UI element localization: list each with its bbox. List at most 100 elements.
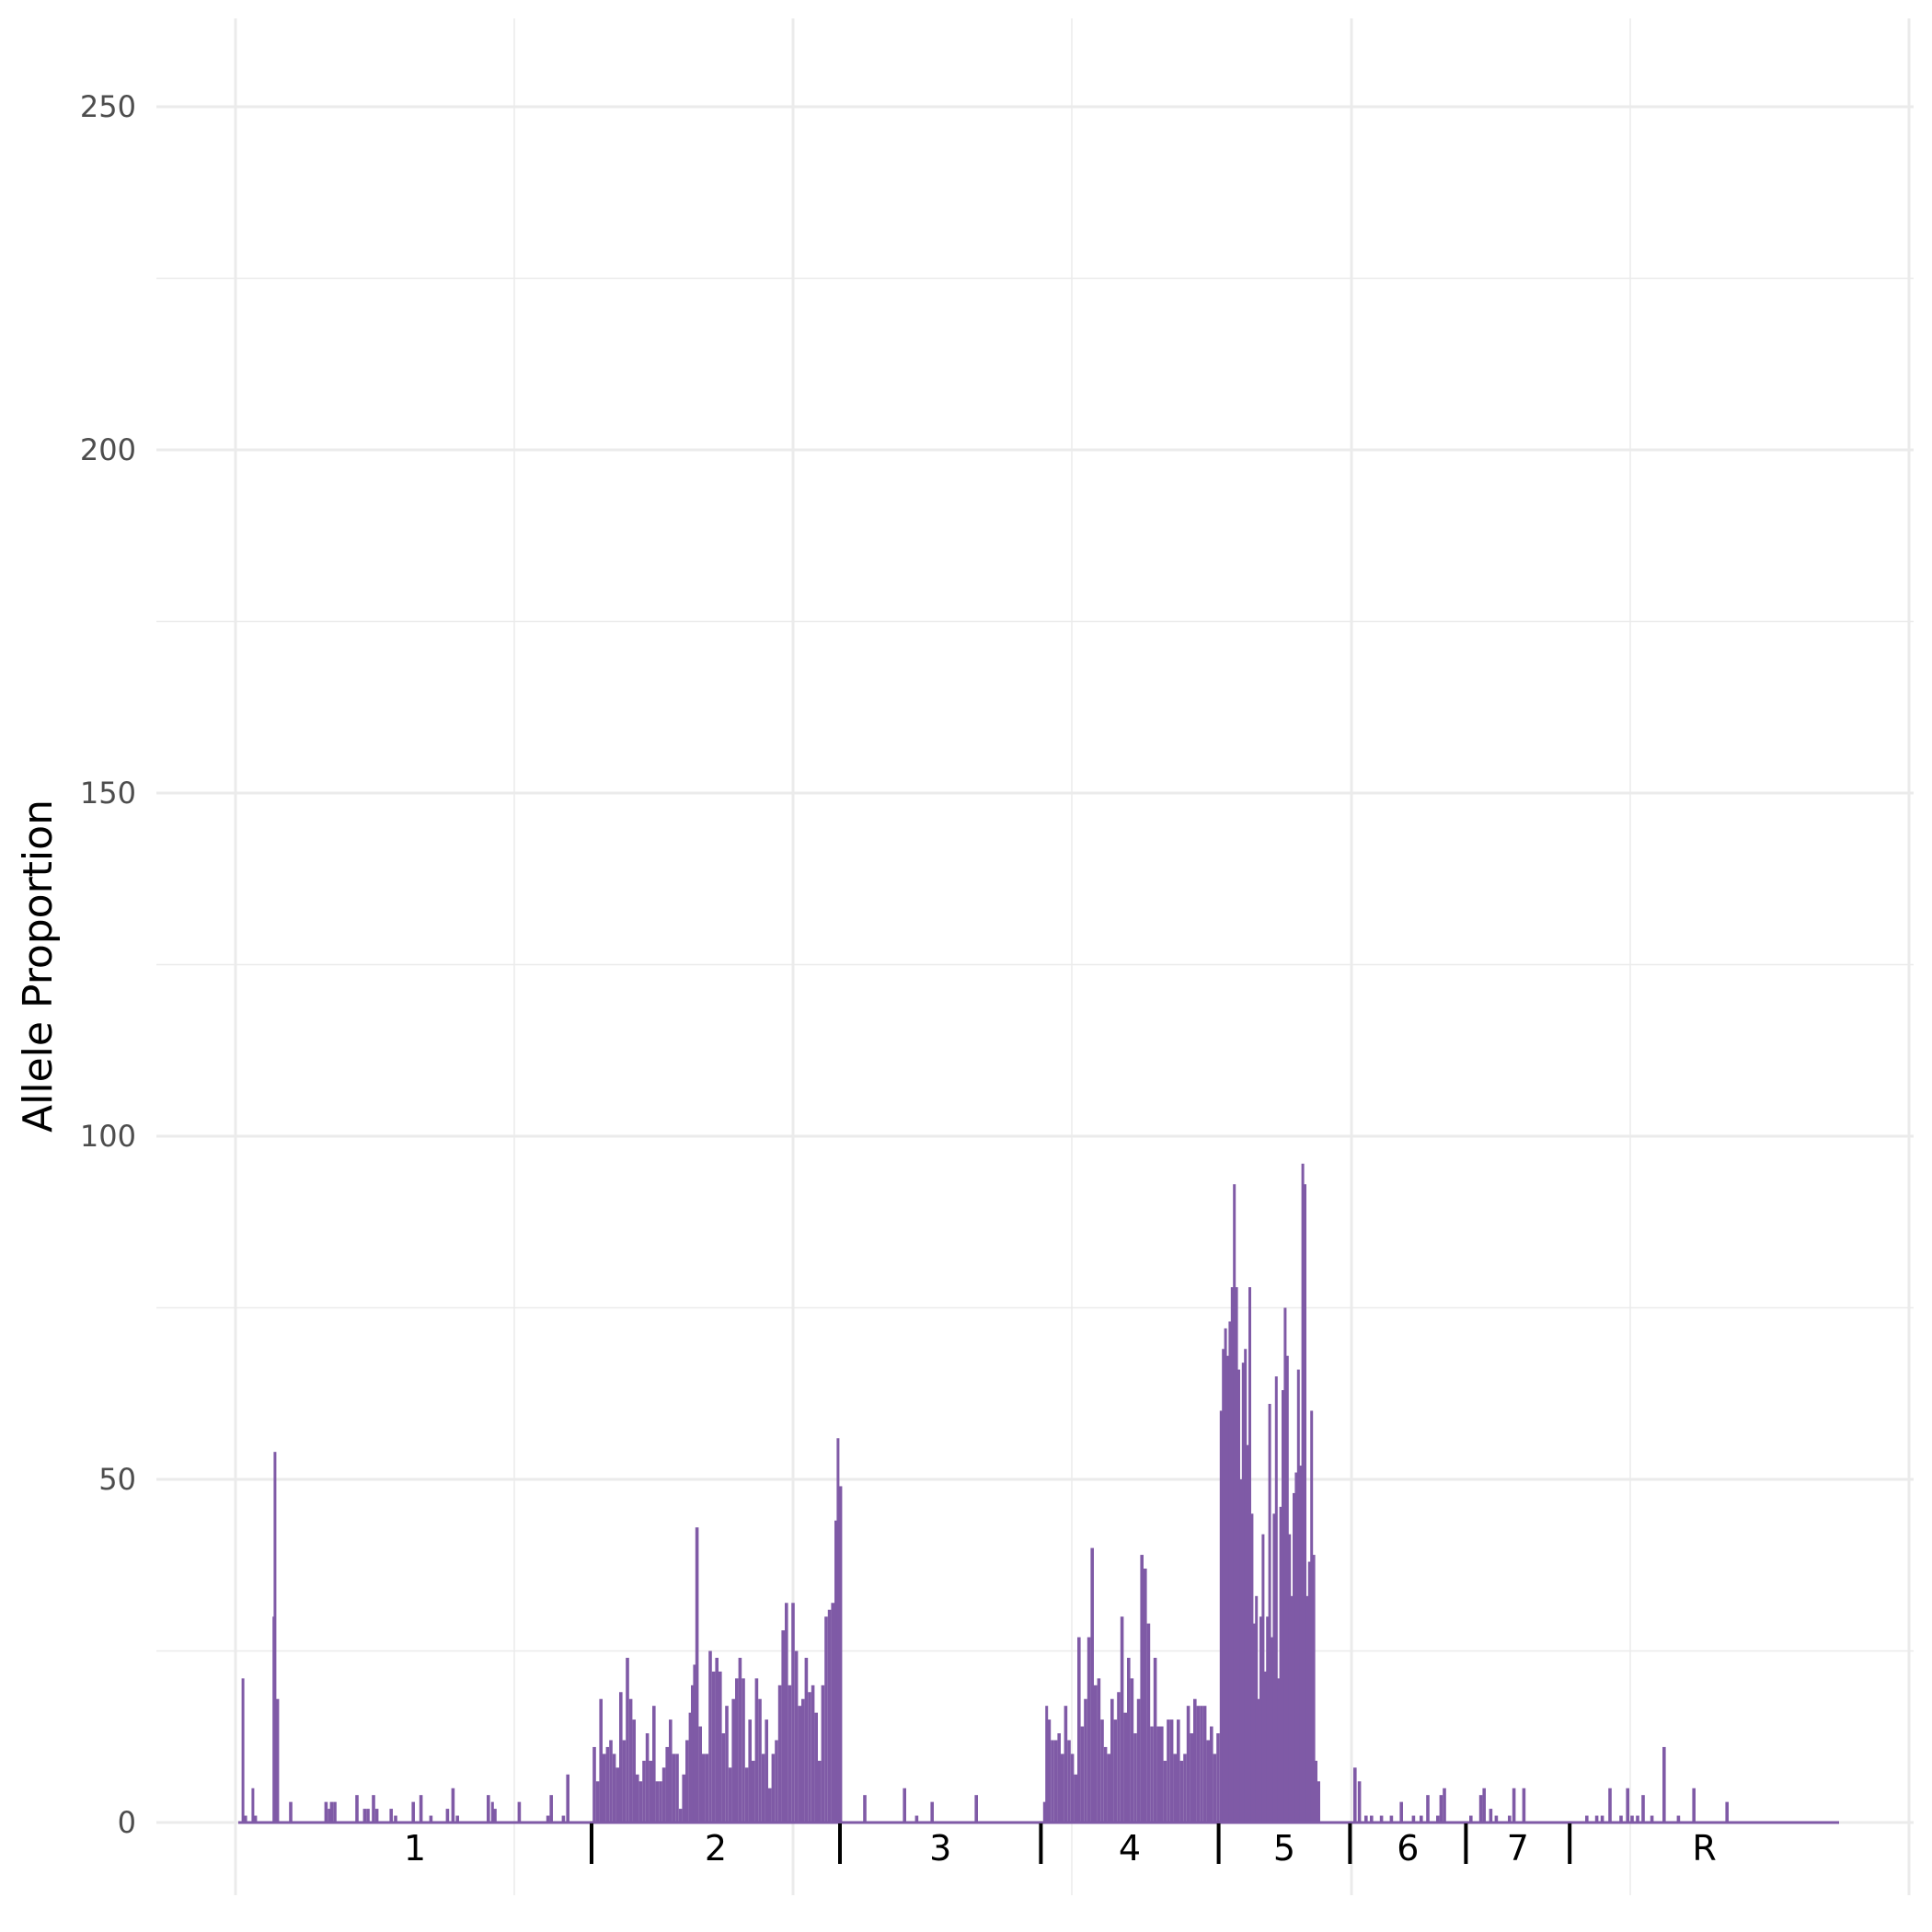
bar <box>603 1754 606 1823</box>
bar <box>691 1685 694 1823</box>
bar <box>814 1712 818 1823</box>
bar <box>1202 1706 1207 1823</box>
bar <box>1277 1678 1281 1823</box>
bar <box>1426 1795 1430 1823</box>
bar <box>672 1754 676 1823</box>
bar <box>1246 1444 1249 1823</box>
bar <box>693 1664 696 1823</box>
bar <box>1200 1706 1203 1823</box>
bar <box>612 1754 616 1823</box>
bar <box>808 1692 811 1823</box>
bar <box>1067 1740 1071 1823</box>
bar <box>1084 1698 1087 1823</box>
y-tick-label: 50 <box>98 1462 136 1497</box>
bar <box>752 1760 755 1823</box>
bar <box>791 1603 795 1823</box>
bar <box>1080 1726 1085 1823</box>
bar <box>1042 1801 1046 1823</box>
bar <box>1219 1410 1223 1823</box>
bar <box>626 1657 629 1823</box>
bar <box>1296 1369 1300 1823</box>
bar <box>742 1678 745 1823</box>
bar <box>445 1809 450 1823</box>
bar <box>1294 1472 1298 1823</box>
bar <box>768 1788 772 1823</box>
bar <box>1252 1623 1256 1823</box>
bar <box>1274 1376 1278 1823</box>
y-tick-label: 0 <box>118 1805 136 1840</box>
bar <box>1478 1795 1483 1823</box>
bar <box>329 1801 334 1823</box>
bar <box>735 1678 739 1823</box>
bar <box>1305 1595 1309 1823</box>
bar <box>1210 1726 1213 1823</box>
bar <box>711 1671 716 1823</box>
bar <box>818 1760 822 1823</box>
bar <box>1077 1637 1081 1823</box>
bar <box>721 1733 726 1823</box>
bar <box>1650 1815 1654 1823</box>
segment-label: 4 <box>1119 1828 1141 1869</box>
bar <box>685 1740 689 1823</box>
bar <box>1146 1623 1151 1823</box>
bar <box>1285 1355 1289 1823</box>
bar <box>455 1815 459 1823</box>
bar <box>1061 1754 1064 1823</box>
bar <box>1255 1595 1259 1823</box>
bar <box>1228 1321 1232 1823</box>
segment-label: 1 <box>404 1828 426 1869</box>
bar <box>1103 1746 1108 1823</box>
bar <box>1259 1616 1262 1823</box>
bar <box>1090 1547 1094 1823</box>
bar <box>719 1671 722 1823</box>
bar <box>695 1527 699 1823</box>
bar <box>1177 1719 1180 1823</box>
bar <box>1312 1555 1316 1823</box>
bar <box>1163 1760 1167 1823</box>
bar <box>1600 1815 1604 1823</box>
bar <box>1250 1513 1254 1823</box>
bar <box>1315 1760 1317 1823</box>
bar <box>1370 1815 1374 1823</box>
bar <box>1051 1740 1054 1823</box>
bar <box>748 1719 752 1823</box>
bar <box>636 1774 639 1823</box>
bar <box>241 1678 245 1823</box>
bar <box>1357 1781 1362 1823</box>
bar <box>638 1781 643 1823</box>
segment-label: 6 <box>1397 1828 1419 1869</box>
bar <box>705 1754 709 1823</box>
bar <box>1239 1479 1243 1823</box>
bar <box>1070 1754 1075 1823</box>
bar <box>794 1650 799 1823</box>
bar <box>798 1706 801 1823</box>
bar <box>1224 1328 1227 1823</box>
bar <box>605 1746 610 1823</box>
bar <box>725 1706 729 1823</box>
bar <box>490 1801 494 1823</box>
bar <box>1420 1815 1423 1823</box>
bar <box>688 1712 692 1823</box>
bar <box>1585 1815 1589 1823</box>
y-axis-label: Allele Proportion <box>15 799 62 1133</box>
bar <box>775 1740 778 1823</box>
bar <box>333 1801 337 1823</box>
bar <box>622 1740 627 1823</box>
bar <box>1364 1815 1368 1823</box>
bar <box>1439 1795 1443 1823</box>
bar <box>1110 1698 1114 1823</box>
bar <box>1725 1801 1729 1823</box>
segment-label: 3 <box>929 1828 951 1869</box>
bar <box>1293 1492 1295 1823</box>
bar <box>1307 1561 1311 1823</box>
bar <box>1676 1815 1681 1823</box>
bar <box>619 1692 623 1823</box>
bar <box>1268 1403 1271 1823</box>
bar <box>1353 1767 1357 1823</box>
bar <box>1169 1719 1174 1823</box>
bar <box>1216 1733 1220 1823</box>
bar <box>1167 1719 1170 1823</box>
y-tick-label: 150 <box>80 776 136 811</box>
bar <box>777 1685 782 1823</box>
